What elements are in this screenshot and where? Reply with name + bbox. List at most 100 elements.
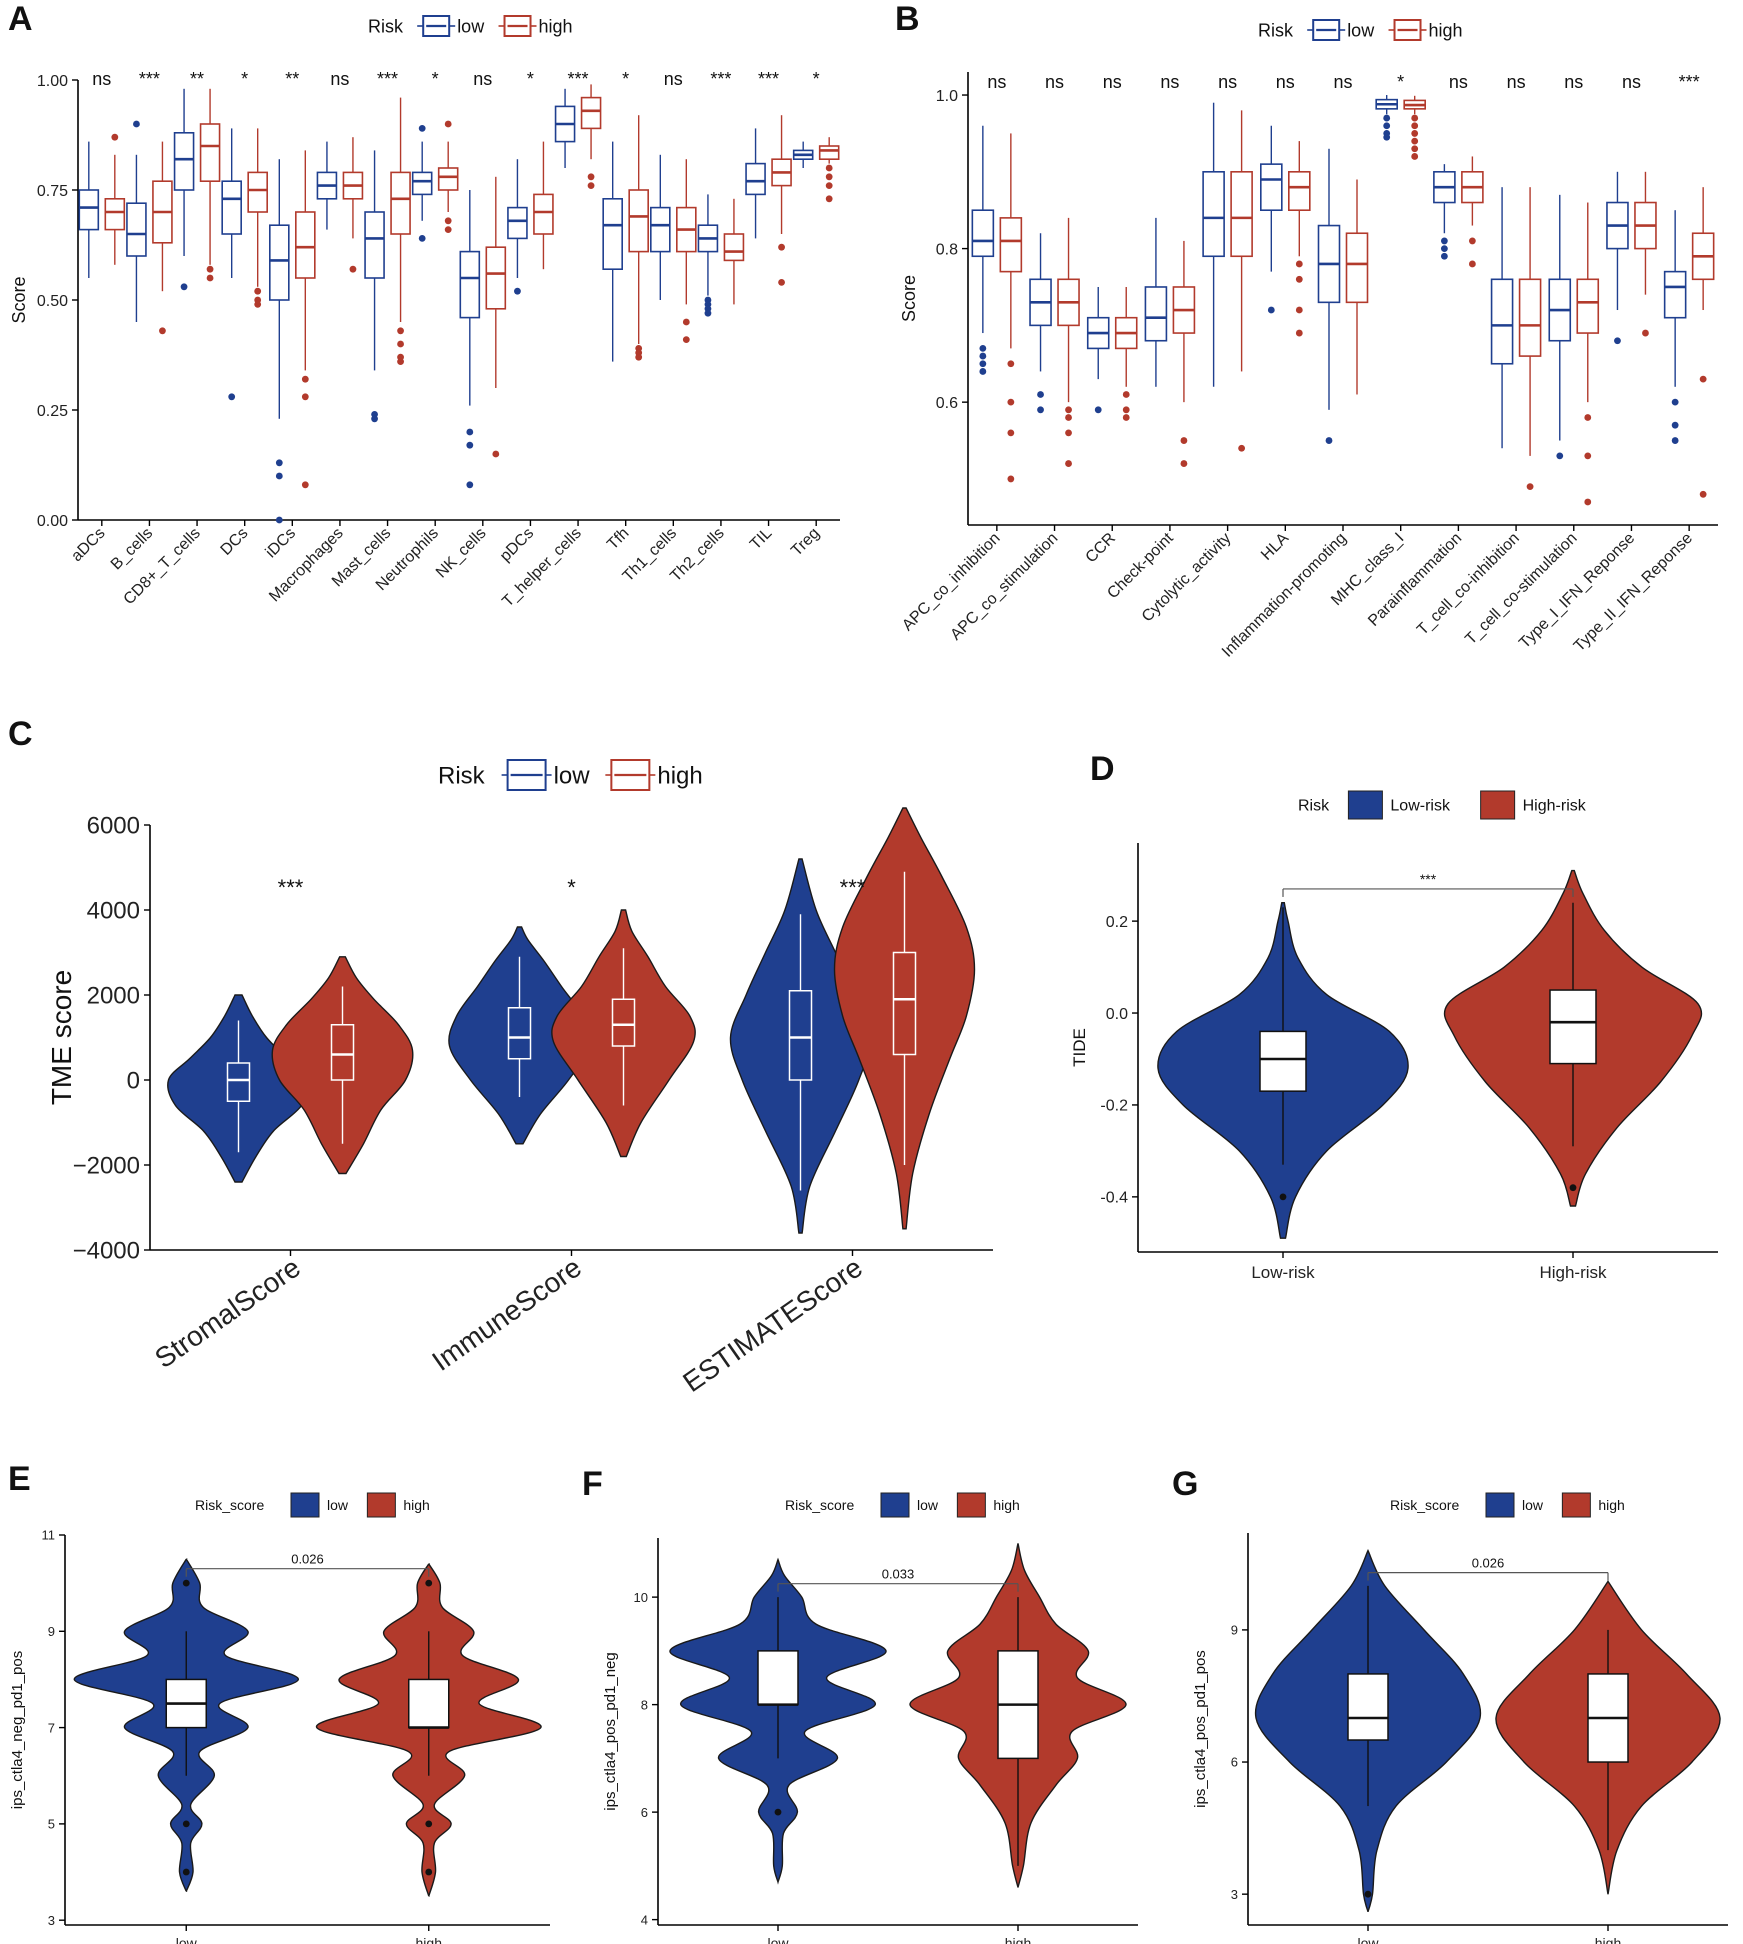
box-high-CCR — [1114, 286, 1138, 421]
legend-label: low — [554, 762, 591, 789]
box-low-Treg — [792, 141, 814, 168]
significance-label: *** — [139, 69, 160, 89]
box-iqr — [126, 202, 147, 257]
outlier-point — [425, 1868, 433, 1876]
outlier-point — [774, 1808, 782, 1816]
outlier-point — [466, 441, 474, 449]
y-tick-label: 5 — [48, 1817, 55, 1832]
box-low-Parainflammation — [1433, 164, 1456, 260]
panel-label: D — [1090, 750, 1115, 788]
legend-label: high — [993, 1497, 1019, 1513]
outlier-point — [1468, 237, 1476, 245]
box-iqr — [437, 167, 459, 191]
outlier-point — [1065, 406, 1072, 414]
box-iqr — [1576, 278, 1600, 334]
box-iqr — [818, 145, 840, 160]
box-iqr — [247, 171, 268, 213]
significance-label: *** — [758, 69, 779, 89]
outlier-point — [825, 195, 833, 203]
box-high-TIL — [771, 115, 792, 286]
outlier-point — [397, 358, 404, 365]
panel-label: E — [8, 1460, 31, 1498]
legend-key-High-risk — [1480, 790, 1516, 820]
y-tick-label: 2000 — [87, 983, 140, 1010]
outlier-point — [1094, 406, 1102, 414]
legend-key-low — [1485, 1492, 1515, 1518]
outlier-point — [228, 393, 236, 401]
y-axis-label: Score — [899, 275, 919, 322]
outlier-point — [1411, 114, 1419, 122]
outlier-point — [301, 375, 309, 383]
x-tick-label: NK_cells — [433, 525, 490, 582]
legend-title: Risk — [1298, 798, 1330, 815]
box-iqr — [104, 198, 126, 231]
box-iqr — [533, 193, 554, 235]
violin-Low-risk-Low-risk — [1157, 902, 1409, 1239]
box-low-T_helper_cells — [554, 88, 576, 168]
box-high-Th1_cells — [676, 159, 697, 343]
box-low-Cytolytic_activity — [1202, 102, 1225, 387]
x-tick-label: Type_II_IFN_Reponse — [1571, 530, 1696, 655]
outlier-point — [1007, 360, 1015, 368]
box-iqr — [1345, 232, 1369, 304]
comparison-bracket: 0.026 — [185, 1552, 430, 1577]
outlier-point — [1007, 475, 1015, 483]
outlier-point — [1556, 452, 1564, 460]
box-iqr — [408, 1678, 450, 1729]
violin-High-risk-High-risk — [1443, 869, 1703, 1207]
outlier-point — [1671, 437, 1679, 444]
significance-label: ns — [1045, 72, 1064, 92]
outlier-point — [1383, 133, 1391, 141]
outlier-point — [1526, 483, 1534, 491]
significance-label: ns — [1564, 72, 1583, 92]
legend-key-high — [366, 1492, 396, 1518]
outlier-point — [159, 327, 166, 335]
outlier-point — [1007, 398, 1015, 406]
outlier-point — [979, 352, 987, 360]
box-low-Inflammation-promoting — [1317, 148, 1341, 444]
outlier-point — [418, 124, 426, 132]
y-tick-label: 6000 — [87, 813, 140, 840]
x-tick-label: TIL — [747, 525, 775, 553]
outlier-point — [425, 1820, 433, 1828]
outlier-point — [1642, 329, 1649, 337]
violin-body — [551, 909, 696, 1158]
box-low-CD8+_T_cells — [173, 88, 195, 291]
box-iqr — [507, 1007, 532, 1060]
y-tick-label: 3 — [48, 1913, 55, 1928]
outlier-point — [418, 235, 426, 242]
y-axis-label: ips_ctla4_pos_pd1_neg — [602, 1652, 619, 1810]
x-tick-label: DCs — [217, 525, 251, 559]
x-tick-label: StromalScore — [149, 1252, 306, 1375]
outlier-point — [1468, 260, 1476, 268]
outlier-point — [466, 481, 474, 489]
box-iqr — [173, 132, 195, 191]
significance-label: ns — [1276, 72, 1295, 92]
y-tick-label: 10 — [634, 1590, 648, 1605]
x-tick-label: ImmuneScore — [426, 1252, 587, 1377]
significance-label: *** — [568, 69, 589, 89]
outlier-point — [1584, 498, 1592, 506]
significance-label: ns — [1160, 72, 1179, 92]
box-iqr — [364, 211, 385, 279]
significance-label: *** — [1679, 72, 1700, 92]
legend-title: Risk_score — [1390, 1497, 1459, 1513]
significance-label: *** — [840, 875, 866, 900]
box-high-Type_II_IFN_Reponse — [1691, 187, 1715, 498]
outlier-point — [444, 120, 452, 128]
legend: Risk low high — [368, 15, 573, 37]
legend-key-low — [290, 1492, 320, 1518]
x-tick-label: High-risk — [1539, 1263, 1607, 1282]
legend-label: low — [327, 1497, 349, 1513]
significance-label: *** — [1420, 871, 1437, 887]
outlier-point — [778, 243, 785, 251]
legend-key-high — [956, 1492, 986, 1518]
outlier-point — [182, 1579, 190, 1587]
panel-B: 0.6 0.8 1.0 Score B Risk low high ns ns ns ns ns ns ns… — [895, 0, 1718, 661]
outlier-point — [1295, 275, 1303, 283]
outlier-point — [1584, 414, 1592, 421]
outlier-point — [1122, 391, 1130, 398]
legend-title: Risk — [368, 16, 404, 36]
box-high-aDCs — [104, 133, 126, 265]
x-tick-label: pDCs — [497, 525, 537, 565]
